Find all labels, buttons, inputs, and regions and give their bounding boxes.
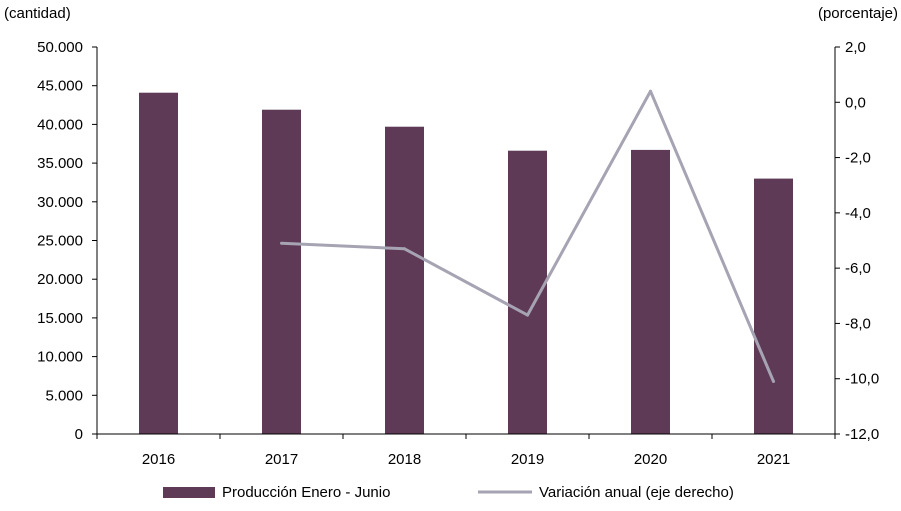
y-left-tick-label: 50.000 <box>37 39 83 56</box>
y-left-tick-label: 5.000 <box>45 387 83 404</box>
legend: Producción Enero - Junio Variación anual… <box>163 484 734 501</box>
line-point-2020 <box>649 89 652 93</box>
y-right-tick-label: -8,0 <box>845 315 871 332</box>
y-left-tick-label: 40.000 <box>37 116 83 133</box>
y-left-tick-label: 0 <box>75 426 83 443</box>
x-tick-label: 2019 <box>511 451 544 468</box>
axes-group: 0 5.000 10.000 15.000 20.000 25.000 30.000 35.0… <box>37 39 879 468</box>
x-tick-label: 2021 <box>757 451 790 468</box>
legend-label-bar: Producción Enero - Junio <box>222 484 390 501</box>
x-tick-label: 2017 <box>265 451 298 468</box>
y-left-tick-label: 30.000 <box>37 194 83 211</box>
x-tick-label: 2018 <box>388 451 421 468</box>
x-tick-label: 2020 <box>634 451 667 468</box>
y-right-tick-label: -2,0 <box>845 150 871 167</box>
y-right-tick-label: 2,0 <box>845 39 866 56</box>
line-point-2017 <box>280 241 283 245</box>
y-left-tick-label: 35.000 <box>37 155 83 172</box>
y-left-tick-label: 15.000 <box>37 310 83 327</box>
y-left-tick-label: 10.000 <box>37 349 83 366</box>
bar-2020 <box>631 149 670 434</box>
line-point-2021 <box>772 380 775 383</box>
line-point-2019 <box>526 313 529 317</box>
y-right-tick-label: 0,0 <box>845 94 866 111</box>
y-axis-left-label: (cantidad) <box>4 5 71 22</box>
y-right-tick-label: -10,0 <box>845 371 879 388</box>
y-axis-right-label: (porcentaje) <box>818 5 898 22</box>
y-right-tick-label: -12,0 <box>845 426 879 443</box>
bar-2016 <box>139 92 178 434</box>
y-right-tick-label: -6,0 <box>845 260 871 277</box>
y-left-tick-label: 20.000 <box>37 271 83 288</box>
legend-label-line: Variación anual (eje derecho) <box>539 484 734 501</box>
bar-2017 <box>262 109 301 434</box>
x-tick-label: 2016 <box>142 451 175 468</box>
line-point-2018 <box>403 247 406 251</box>
line-series-group <box>280 89 775 383</box>
legend-swatch-bar <box>163 487 215 498</box>
y-right-tick-label: -4,0 <box>845 205 871 222</box>
bar-2021 <box>754 178 793 434</box>
bar-series-group <box>139 92 793 434</box>
y-left-tick-label: 45.000 <box>37 78 83 95</box>
y-left-tick-label: 25.000 <box>37 233 83 250</box>
bar-2018 <box>385 126 424 434</box>
